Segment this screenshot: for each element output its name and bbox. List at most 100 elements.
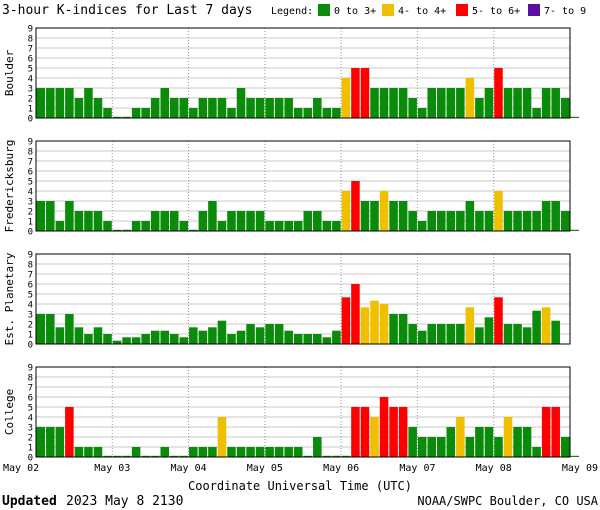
k-index-bar bbox=[150, 330, 160, 344]
k-index-bar bbox=[427, 324, 436, 344]
k-index-bar bbox=[360, 407, 370, 457]
x-tick-labels: May 02 May 03 May 04 May 05 May 06 May 07 May … bbox=[3, 463, 598, 474]
k-index-bar bbox=[217, 320, 227, 344]
k-index-bar bbox=[437, 88, 446, 118]
panel-frame bbox=[35, 253, 571, 345]
k-index-bar bbox=[446, 324, 456, 344]
k-index-bar bbox=[265, 98, 274, 118]
k-index-bar bbox=[293, 334, 303, 344]
k-index-bar bbox=[494, 297, 503, 344]
k-index-bar bbox=[370, 417, 379, 457]
k-index-bar bbox=[313, 211, 322, 231]
k-index-bar bbox=[551, 320, 560, 344]
panel-name: Est. Planetary bbox=[3, 252, 16, 345]
k-index-bar bbox=[122, 229, 131, 231]
k-index-bar bbox=[322, 108, 332, 118]
k-index-bar bbox=[513, 427, 522, 457]
k-index-bar bbox=[522, 211, 532, 231]
k-index-bar bbox=[417, 221, 427, 231]
k-index-bar bbox=[84, 334, 93, 344]
k-index-bar bbox=[170, 455, 179, 457]
k-index-bar bbox=[208, 98, 217, 118]
k-index-bar bbox=[131, 337, 141, 344]
k-index-bar bbox=[351, 181, 360, 231]
y-tick-label: 7 bbox=[28, 271, 33, 281]
k-index-bar bbox=[103, 221, 112, 231]
k-index-bar bbox=[370, 201, 379, 231]
y-tick-label: 2 bbox=[28, 321, 33, 331]
k-index-bar bbox=[437, 324, 446, 344]
legend-swatch bbox=[318, 4, 330, 16]
k-index-bar bbox=[179, 337, 189, 344]
k-index-bar bbox=[551, 407, 560, 457]
y-tick-label: 2 bbox=[28, 434, 33, 444]
k-index-bar bbox=[274, 221, 284, 231]
k-index-bar bbox=[217, 98, 227, 118]
k-index-bar bbox=[112, 229, 122, 231]
k-index-bar bbox=[255, 211, 265, 231]
y-tick-label: 6 bbox=[28, 394, 33, 404]
k-index-bar bbox=[484, 427, 494, 457]
k-index-bar bbox=[313, 334, 322, 344]
k-index-bar bbox=[284, 330, 293, 344]
k-index-bar bbox=[189, 229, 198, 231]
k-index-bar bbox=[84, 211, 93, 231]
k-index-bar bbox=[246, 98, 255, 118]
k-index-bar bbox=[313, 98, 322, 118]
k-index-bar bbox=[74, 447, 84, 457]
k-index-bar bbox=[131, 108, 141, 118]
k-index-bar bbox=[293, 221, 303, 231]
k-index-bar bbox=[46, 201, 55, 231]
k-index-bar bbox=[274, 98, 284, 118]
k-index-bar bbox=[103, 455, 112, 457]
k-index-bar bbox=[570, 229, 580, 231]
k-index-bar bbox=[179, 221, 189, 231]
k-index-bar bbox=[341, 455, 351, 457]
k-index-bar bbox=[236, 447, 246, 457]
k-index-bar bbox=[408, 324, 417, 344]
k-index-bar bbox=[112, 116, 122, 118]
k-index-bar bbox=[475, 98, 484, 118]
k-index-bar bbox=[446, 88, 456, 118]
k-index-bar bbox=[265, 324, 274, 344]
y-tick-label: 9 bbox=[28, 251, 33, 261]
k-index-bar bbox=[274, 324, 284, 344]
k-index-bar bbox=[103, 334, 112, 344]
y-tick-label: 3 bbox=[28, 85, 33, 95]
y-tick-label: 2 bbox=[28, 208, 33, 218]
y-tick-label: 8 bbox=[28, 148, 33, 158]
k-index-bar bbox=[246, 324, 255, 344]
k-index-bar bbox=[246, 211, 255, 231]
legend-entry-label: 5- to 6+ bbox=[472, 6, 520, 17]
k-index-bar bbox=[465, 78, 475, 118]
k-index-bar bbox=[570, 116, 580, 118]
k-index-bar bbox=[227, 211, 236, 231]
y-tick-label: 7 bbox=[28, 45, 33, 55]
k-index-bar bbox=[189, 108, 198, 118]
k-index-bar bbox=[55, 327, 65, 344]
k-index-bar bbox=[351, 68, 360, 118]
k-index-bar bbox=[427, 437, 436, 457]
y-tick-label: 0 bbox=[28, 115, 33, 125]
k-index-bar bbox=[322, 221, 332, 231]
k-index-bar bbox=[427, 211, 436, 231]
k-index-bar bbox=[484, 88, 494, 118]
x-tick-label: May 08 bbox=[476, 463, 512, 474]
k-index-bar bbox=[503, 417, 513, 457]
k-index-bar bbox=[84, 447, 93, 457]
y-tick-label: 8 bbox=[28, 261, 33, 271]
y-tick-label: 9 bbox=[28, 138, 33, 148]
k-index-bar bbox=[246, 447, 255, 457]
k-index-bar bbox=[303, 334, 313, 344]
y-tick-label: 9 bbox=[28, 364, 33, 374]
k-index-bar bbox=[503, 88, 513, 118]
k-index-bar bbox=[303, 211, 313, 231]
y-tick-label: 3 bbox=[28, 424, 33, 434]
y-tick-label: 9 bbox=[28, 25, 33, 35]
k-index-bar bbox=[303, 455, 313, 457]
k-index-bar bbox=[46, 427, 55, 457]
y-tick-label: 6 bbox=[28, 55, 33, 65]
k-index-bar bbox=[170, 334, 179, 344]
y-tick-label: 4 bbox=[28, 188, 33, 198]
